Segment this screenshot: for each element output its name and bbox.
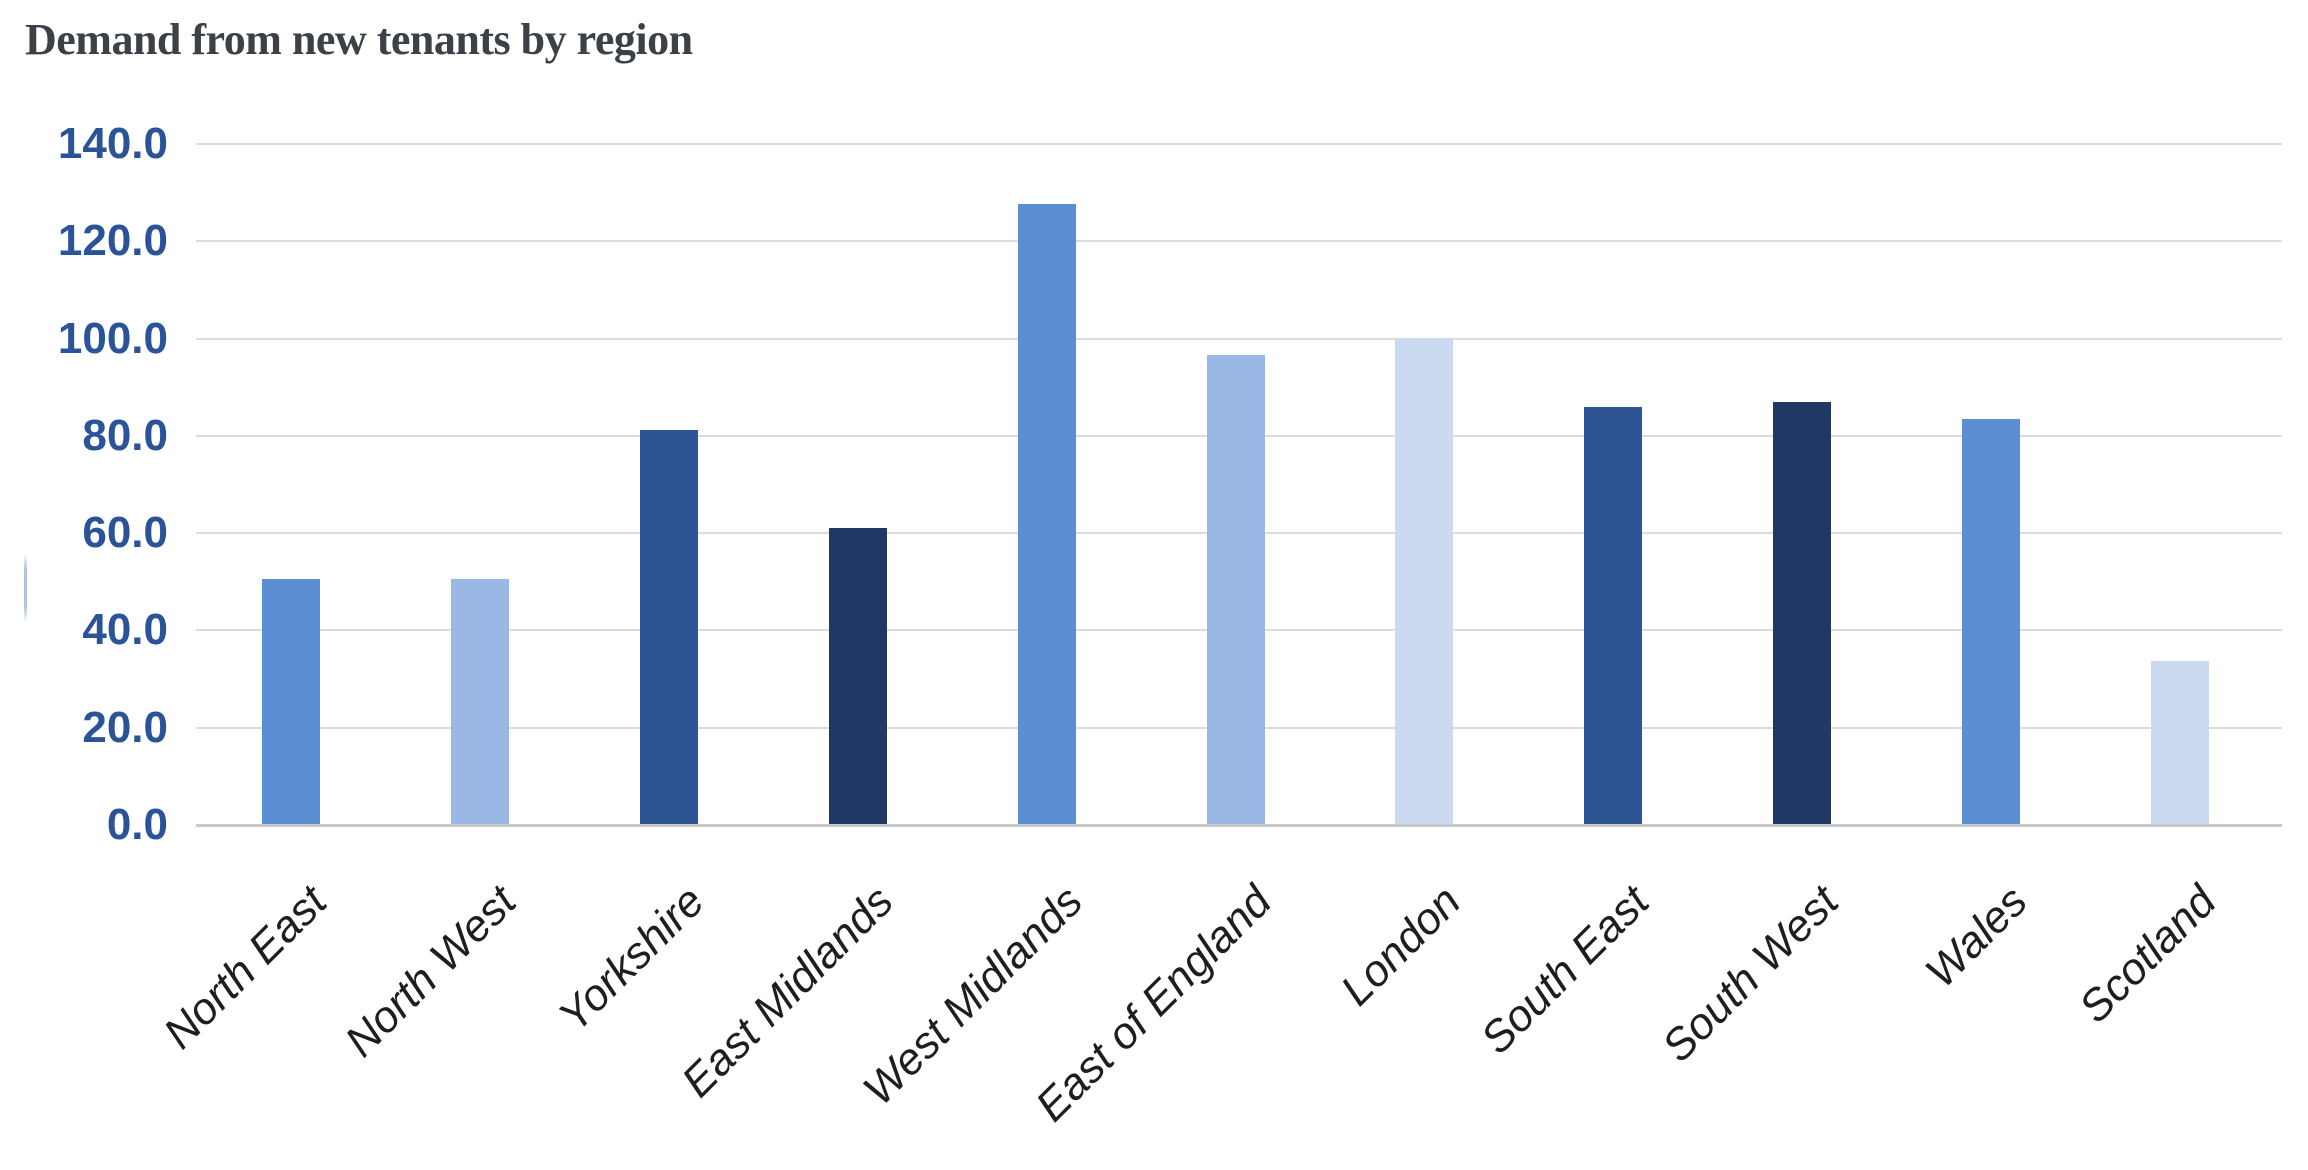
bar xyxy=(1773,401,1832,824)
bar xyxy=(450,579,509,824)
x-axis-label: Wales xyxy=(1915,876,2037,998)
y-axis-tick-label: 120.0 xyxy=(57,216,168,266)
bar xyxy=(1584,406,1643,824)
gridline xyxy=(196,337,2282,340)
bar xyxy=(1962,418,2021,824)
bar xyxy=(639,429,698,824)
y-axis-tick-label: 140.0 xyxy=(57,119,168,168)
bar xyxy=(1395,337,1454,824)
bar xyxy=(828,527,887,824)
y-axis-tick-label: 0.0 xyxy=(106,800,168,849)
y-axis: 0.0 20.0 40.0 60.0 80.0 100.0 120.0 140.0 xyxy=(0,0,172,1170)
x-axis-label: London xyxy=(1331,876,1470,1016)
chart-title: Demand from new tenants by region xyxy=(25,15,693,64)
stray-cursor-artifact xyxy=(24,553,27,623)
plot-area xyxy=(196,143,2282,827)
gridline xyxy=(196,143,2282,145)
x-axis-label: South East xyxy=(1471,876,1659,1064)
x-axis-label: North East xyxy=(154,876,337,1059)
bar xyxy=(1017,204,1076,824)
y-axis-tick-label: 80.0 xyxy=(82,410,168,460)
y-axis-tick-label: 60.0 xyxy=(82,508,168,558)
x-axis-label: Yorkshire xyxy=(549,876,715,1041)
y-axis-tick-label: 40.0 xyxy=(82,605,168,655)
bar xyxy=(262,579,320,824)
x-axis-label: Scotland xyxy=(2069,876,2226,1033)
x-axis-line xyxy=(196,824,2282,827)
gridline xyxy=(196,240,2282,243)
bar xyxy=(2151,661,2209,824)
y-axis-tick-label: 20.0 xyxy=(82,702,168,752)
x-axis-label: South West xyxy=(1652,876,1848,1072)
x-axis-label: North West xyxy=(335,876,526,1067)
y-axis-tick-label: 100.0 xyxy=(57,313,168,363)
bar xyxy=(1206,355,1265,824)
